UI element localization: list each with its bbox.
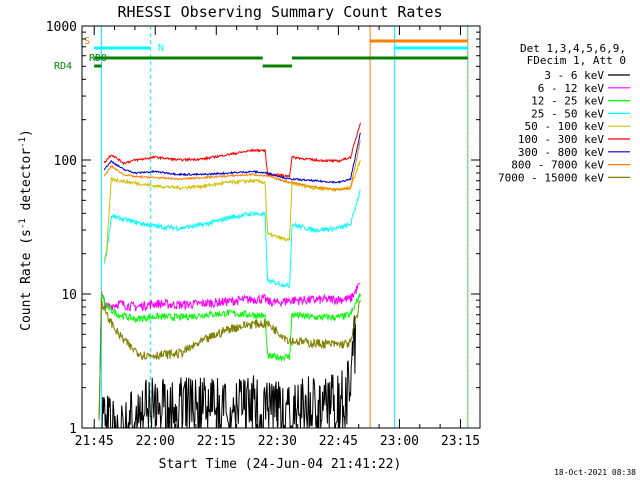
x-tick-label-1: 22:00: [136, 434, 175, 449]
x-tick-label-4: 22:45: [319, 434, 358, 449]
x-tick-label-5: 23:00: [380, 434, 419, 449]
series-line-3: [103, 189, 361, 289]
legend-label-6: 300 - 800 keV: [518, 146, 604, 159]
series-line-8: [98, 299, 361, 421]
flag-label-rd4: RD4: [54, 61, 72, 72]
legend-label-0: 3 - 6 keV: [544, 69, 604, 82]
series-line-7: [103, 140, 361, 192]
legend-label-4: 50 - 100 keV: [525, 120, 605, 133]
plot-area: S N RD0 RD4: [54, 26, 469, 428]
y-tick-label-2: 100: [54, 154, 77, 169]
legend-label-8: 7000 - 15000 keV: [498, 171, 604, 184]
x-tick-label-2: 22:15: [197, 434, 236, 449]
legend-label-2: 12 - 25 keV: [531, 95, 604, 108]
flag-label-rd0: RD0: [89, 53, 107, 64]
y-tick-label-0: 1: [69, 422, 77, 437]
legend-label-7: 800 - 7000 keV: [511, 159, 604, 172]
x-axis-label: Start Time (24-Jun-04 21:41:22): [159, 457, 402, 472]
series-line-6: [103, 132, 361, 185]
legend-label-5: 100 - 300 keV: [518, 133, 604, 146]
x-tick-label-6: 23:15: [441, 434, 480, 449]
y-axis-label-pre: Count Rate (s: [19, 229, 34, 331]
legend-label-3: 25 - 50 keV: [531, 107, 604, 120]
series-line-2: [98, 292, 361, 415]
y-axis-label-sup1: -1: [18, 218, 28, 229]
y-axis-label: Count Rate (s-1 detector-1): [18, 129, 34, 331]
plot-frame: [81, 25, 481, 429]
legend-header-1: FDecim 1, Att 0: [527, 54, 626, 67]
legend-header-0: Det 1,3,4,5,6,9,: [520, 42, 626, 55]
y-axis-label-sup2: -1: [18, 137, 28, 148]
chart-title: RHESSI Observing Summary Count Rates: [117, 3, 442, 21]
y-tick-label-3: 1000: [46, 20, 77, 35]
legend-label-1: 6 - 12 keV: [538, 82, 605, 95]
series-line-1: [98, 282, 361, 418]
series-line-5: [103, 122, 361, 178]
series-line-0: [101, 315, 356, 428]
y-tick-label-1: 10: [61, 288, 77, 303]
x-tick-label-0: 21:45: [75, 434, 114, 449]
timestamp: 18-Oct-2021 08:38: [554, 468, 636, 477]
y-axis-label-post: ): [19, 129, 34, 137]
flag-label-n: N: [158, 43, 164, 54]
axes: 1 10 100 1000 21:45 22:00 22:15 22:30 22:45 23:00…: [46, 20, 481, 449]
y-axis-label-mid: detector: [19, 148, 34, 219]
x-tick-label-3: 22:30: [258, 434, 297, 449]
legend: Det 1,3,4,5,6,9,FDecim 1, Att 0 3 - 6 keV…: [498, 42, 630, 184]
flag-label-s: S: [84, 36, 90, 47]
